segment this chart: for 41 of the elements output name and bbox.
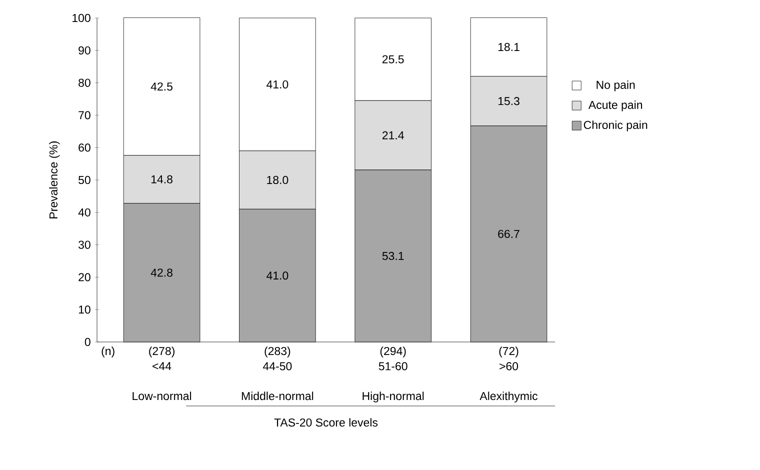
y-tick-label: 50 [78,176,90,184]
text: High-normal [362,392,424,402]
text: (n) [102,346,114,358]
data-label: 18.0 [267,176,288,184]
x-tick-label: >60 [500,362,518,370]
y-axis-title: Prevalence (%) [49,141,60,218]
y-tick-label: 40 [78,208,90,216]
data-label: 53.1 [382,252,404,260]
legend-label: Acute pain [588,100,642,112]
y-tick-label: 70 [78,111,90,120]
legend-label: Chronic pain [584,120,648,132]
x-axis-title: TAS-20 Score levels [274,418,378,427]
y-tick-label: 10 [78,306,90,314]
data-label: 41.0 [266,80,288,88]
y-tick-label: 100 [72,14,90,22]
data-label: 18.1 [498,42,520,52]
data-label: 66.7 [498,230,520,238]
y-tick-label: 80 [78,78,90,87]
text: Middle-normal [242,392,314,400]
text: (294) [380,346,406,358]
data-label: 21.4 [382,131,404,140]
data-label: 42.5 [150,82,172,91]
x-tick-label: <44 [152,362,172,370]
text: (72) [499,346,518,358]
x-tick-label: 44-50 [262,362,292,370]
data-label: 41.0 [266,271,288,280]
x-tick-label: 51-60 [378,362,408,370]
data-label: 15.3 [498,97,520,106]
y-tick-label: 30 [78,240,90,249]
text: Alexithymic [480,392,538,402]
y-tick-label: 60 [78,144,90,152]
data-label: 42.8 [150,268,172,277]
legend-label: No pain [596,80,635,92]
y-tick-label: 0 [84,338,90,346]
text: (283) [264,346,290,358]
text: Low-normal [132,392,192,400]
text: (278) [149,346,174,358]
y-tick-label: 90 [78,46,90,54]
y-tick-label: 20 [78,273,90,282]
data-label: 14.8 [151,175,172,184]
data-label: 25.5 [382,55,404,64]
